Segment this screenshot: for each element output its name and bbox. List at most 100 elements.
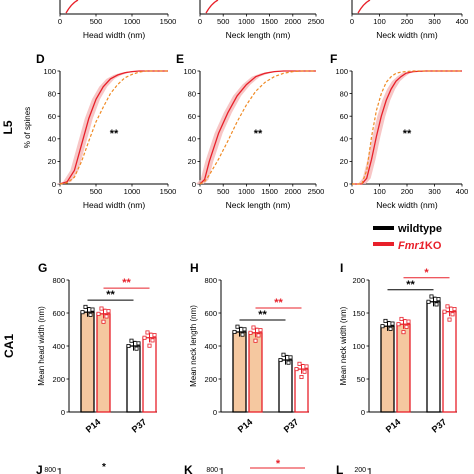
row-label-l5: L5	[1, 120, 15, 134]
data-point	[452, 307, 457, 312]
sig-marker-wt: **	[106, 289, 115, 301]
y-tick-label: 600	[204, 309, 217, 318]
x-axis-label: Neck length (nm)	[226, 30, 291, 40]
data-point	[83, 304, 88, 309]
bar-p14-ko	[248, 332, 263, 413]
panel-label-E: E	[176, 52, 184, 66]
sig-marker-wt: **	[406, 279, 415, 291]
legend-label-ko-italic: Fmr1	[398, 240, 425, 252]
data-point	[147, 343, 152, 348]
data-point	[404, 324, 409, 329]
panel-label-K: K	[184, 463, 193, 474]
data-point	[278, 358, 283, 363]
y-tick-label: 200	[204, 375, 217, 384]
y-tick-label: 60	[340, 112, 348, 121]
x-axis-label: Neck width (nm)	[376, 200, 438, 210]
significance-marker: **	[110, 128, 119, 140]
data-point	[126, 343, 131, 348]
sig-marker-ko: **	[274, 297, 283, 309]
x-tick-label: 1500	[261, 17, 278, 26]
y-tick-label: 400	[204, 342, 217, 351]
y-tick-label: 0	[344, 180, 348, 189]
x-axis-label: Head width (nm)	[83, 30, 146, 40]
x-tick-label: 1000	[124, 187, 141, 196]
panel-label-F: F	[330, 52, 337, 66]
data-point	[232, 329, 237, 334]
y-tick-label: 80	[48, 89, 56, 98]
category-label-p37: P37	[430, 417, 449, 435]
y-axis-label: % of spines	[23, 107, 32, 148]
data-point	[380, 324, 385, 329]
data-point	[256, 333, 261, 338]
sig-marker-ko: *	[424, 267, 429, 279]
panel-label-I: I	[340, 261, 343, 275]
y-tick-label: 100	[183, 67, 196, 76]
y-tick-label: 100	[43, 67, 56, 76]
data-point	[429, 294, 434, 299]
x-tick-label: 1000	[124, 17, 141, 26]
data-point	[240, 332, 245, 337]
data-point	[401, 330, 406, 335]
x-tick-label: 2500	[308, 187, 325, 196]
data-point	[450, 312, 455, 317]
bar-p37-ko	[142, 337, 157, 413]
y-tick-label: 200	[352, 276, 365, 285]
significance-marker: **	[403, 128, 412, 140]
x-tick-label: 0	[350, 187, 354, 196]
data-point	[150, 338, 155, 343]
row-label-ca1: CA1	[2, 334, 16, 358]
data-point	[106, 309, 111, 314]
y-tick-label: 800	[204, 276, 217, 285]
y-tick-label: 800	[206, 467, 218, 474]
y-tick-label: 200	[52, 375, 65, 384]
x-tick-label: 500	[217, 187, 230, 196]
bar-p14-ko	[96, 313, 111, 413]
y-tick-label: 0	[361, 408, 365, 417]
data-point	[281, 352, 286, 357]
data-point	[297, 361, 302, 366]
cdf-curve-cropped	[357, 0, 371, 14]
bar-p14-ko	[396, 323, 411, 413]
panel-label-H: H	[190, 261, 199, 275]
x-tick-label: 1000	[238, 17, 255, 26]
data-point	[304, 364, 309, 369]
data-point	[101, 319, 106, 324]
cdf-curve-cropped	[65, 0, 79, 14]
data-point	[436, 297, 441, 302]
data-point	[88, 312, 93, 317]
x-tick-label: 2000	[284, 17, 301, 26]
category-label-p14: P14	[384, 417, 403, 435]
y-tick-label: 60	[48, 112, 56, 121]
y-axis-label: Mean neck width (nm)	[339, 306, 348, 385]
legend-label-ko: Fmr1KO	[398, 240, 442, 252]
y-tick-label: 0	[52, 180, 56, 189]
cdf-line-solid	[59, 70, 168, 185]
x-tick-label: 1500	[261, 187, 278, 196]
bar-p37-wt	[278, 359, 293, 413]
panel-label-G: G	[38, 261, 47, 275]
data-point	[447, 317, 452, 322]
y-axis-label: Mean neck length (nm)	[189, 305, 198, 387]
data-point	[383, 318, 388, 323]
x-tick-label: 300	[428, 17, 441, 26]
cdf-line-solid	[352, 70, 462, 185]
x-tick-label: 2000	[284, 187, 301, 196]
data-point	[104, 314, 109, 319]
y-tick-label: 20	[188, 157, 196, 166]
y-tick-label: 150	[352, 309, 365, 318]
y-tick-label: 20	[340, 157, 348, 166]
category-label-p37: P37	[130, 417, 149, 435]
y-tick-label: 40	[340, 135, 348, 144]
x-axis-label: Head width (nm)	[83, 200, 146, 210]
y-tick-label: 50	[357, 375, 365, 384]
bar-p14-wt	[232, 331, 247, 413]
data-point	[302, 369, 307, 374]
bar-p37-wt	[426, 301, 441, 413]
y-tick-label: 800	[44, 467, 56, 474]
y-tick-label: 40	[48, 135, 56, 144]
data-point	[134, 346, 139, 351]
y-tick-label: 0	[213, 408, 217, 417]
bar-p14-wt	[80, 311, 95, 413]
data-point	[406, 319, 411, 324]
x-tick-label: 0	[58, 187, 62, 196]
